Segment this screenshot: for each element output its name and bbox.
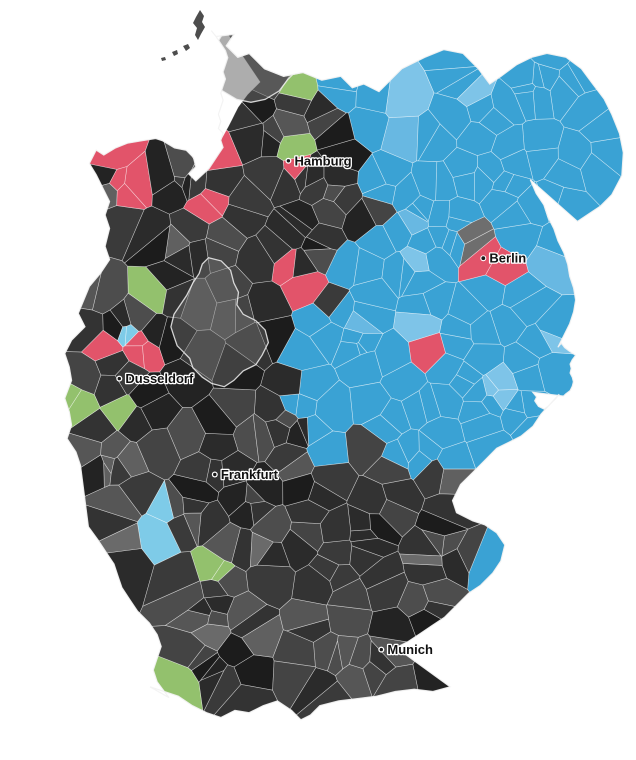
svg-text:Hamburg: Hamburg [295,153,352,168]
svg-text:Munich: Munich [387,642,433,657]
svg-text:Dusseldorf: Dusseldorf [125,371,194,386]
svg-text:Berlin: Berlin [489,251,526,266]
svg-text:Frankfurt: Frankfurt [221,467,279,482]
